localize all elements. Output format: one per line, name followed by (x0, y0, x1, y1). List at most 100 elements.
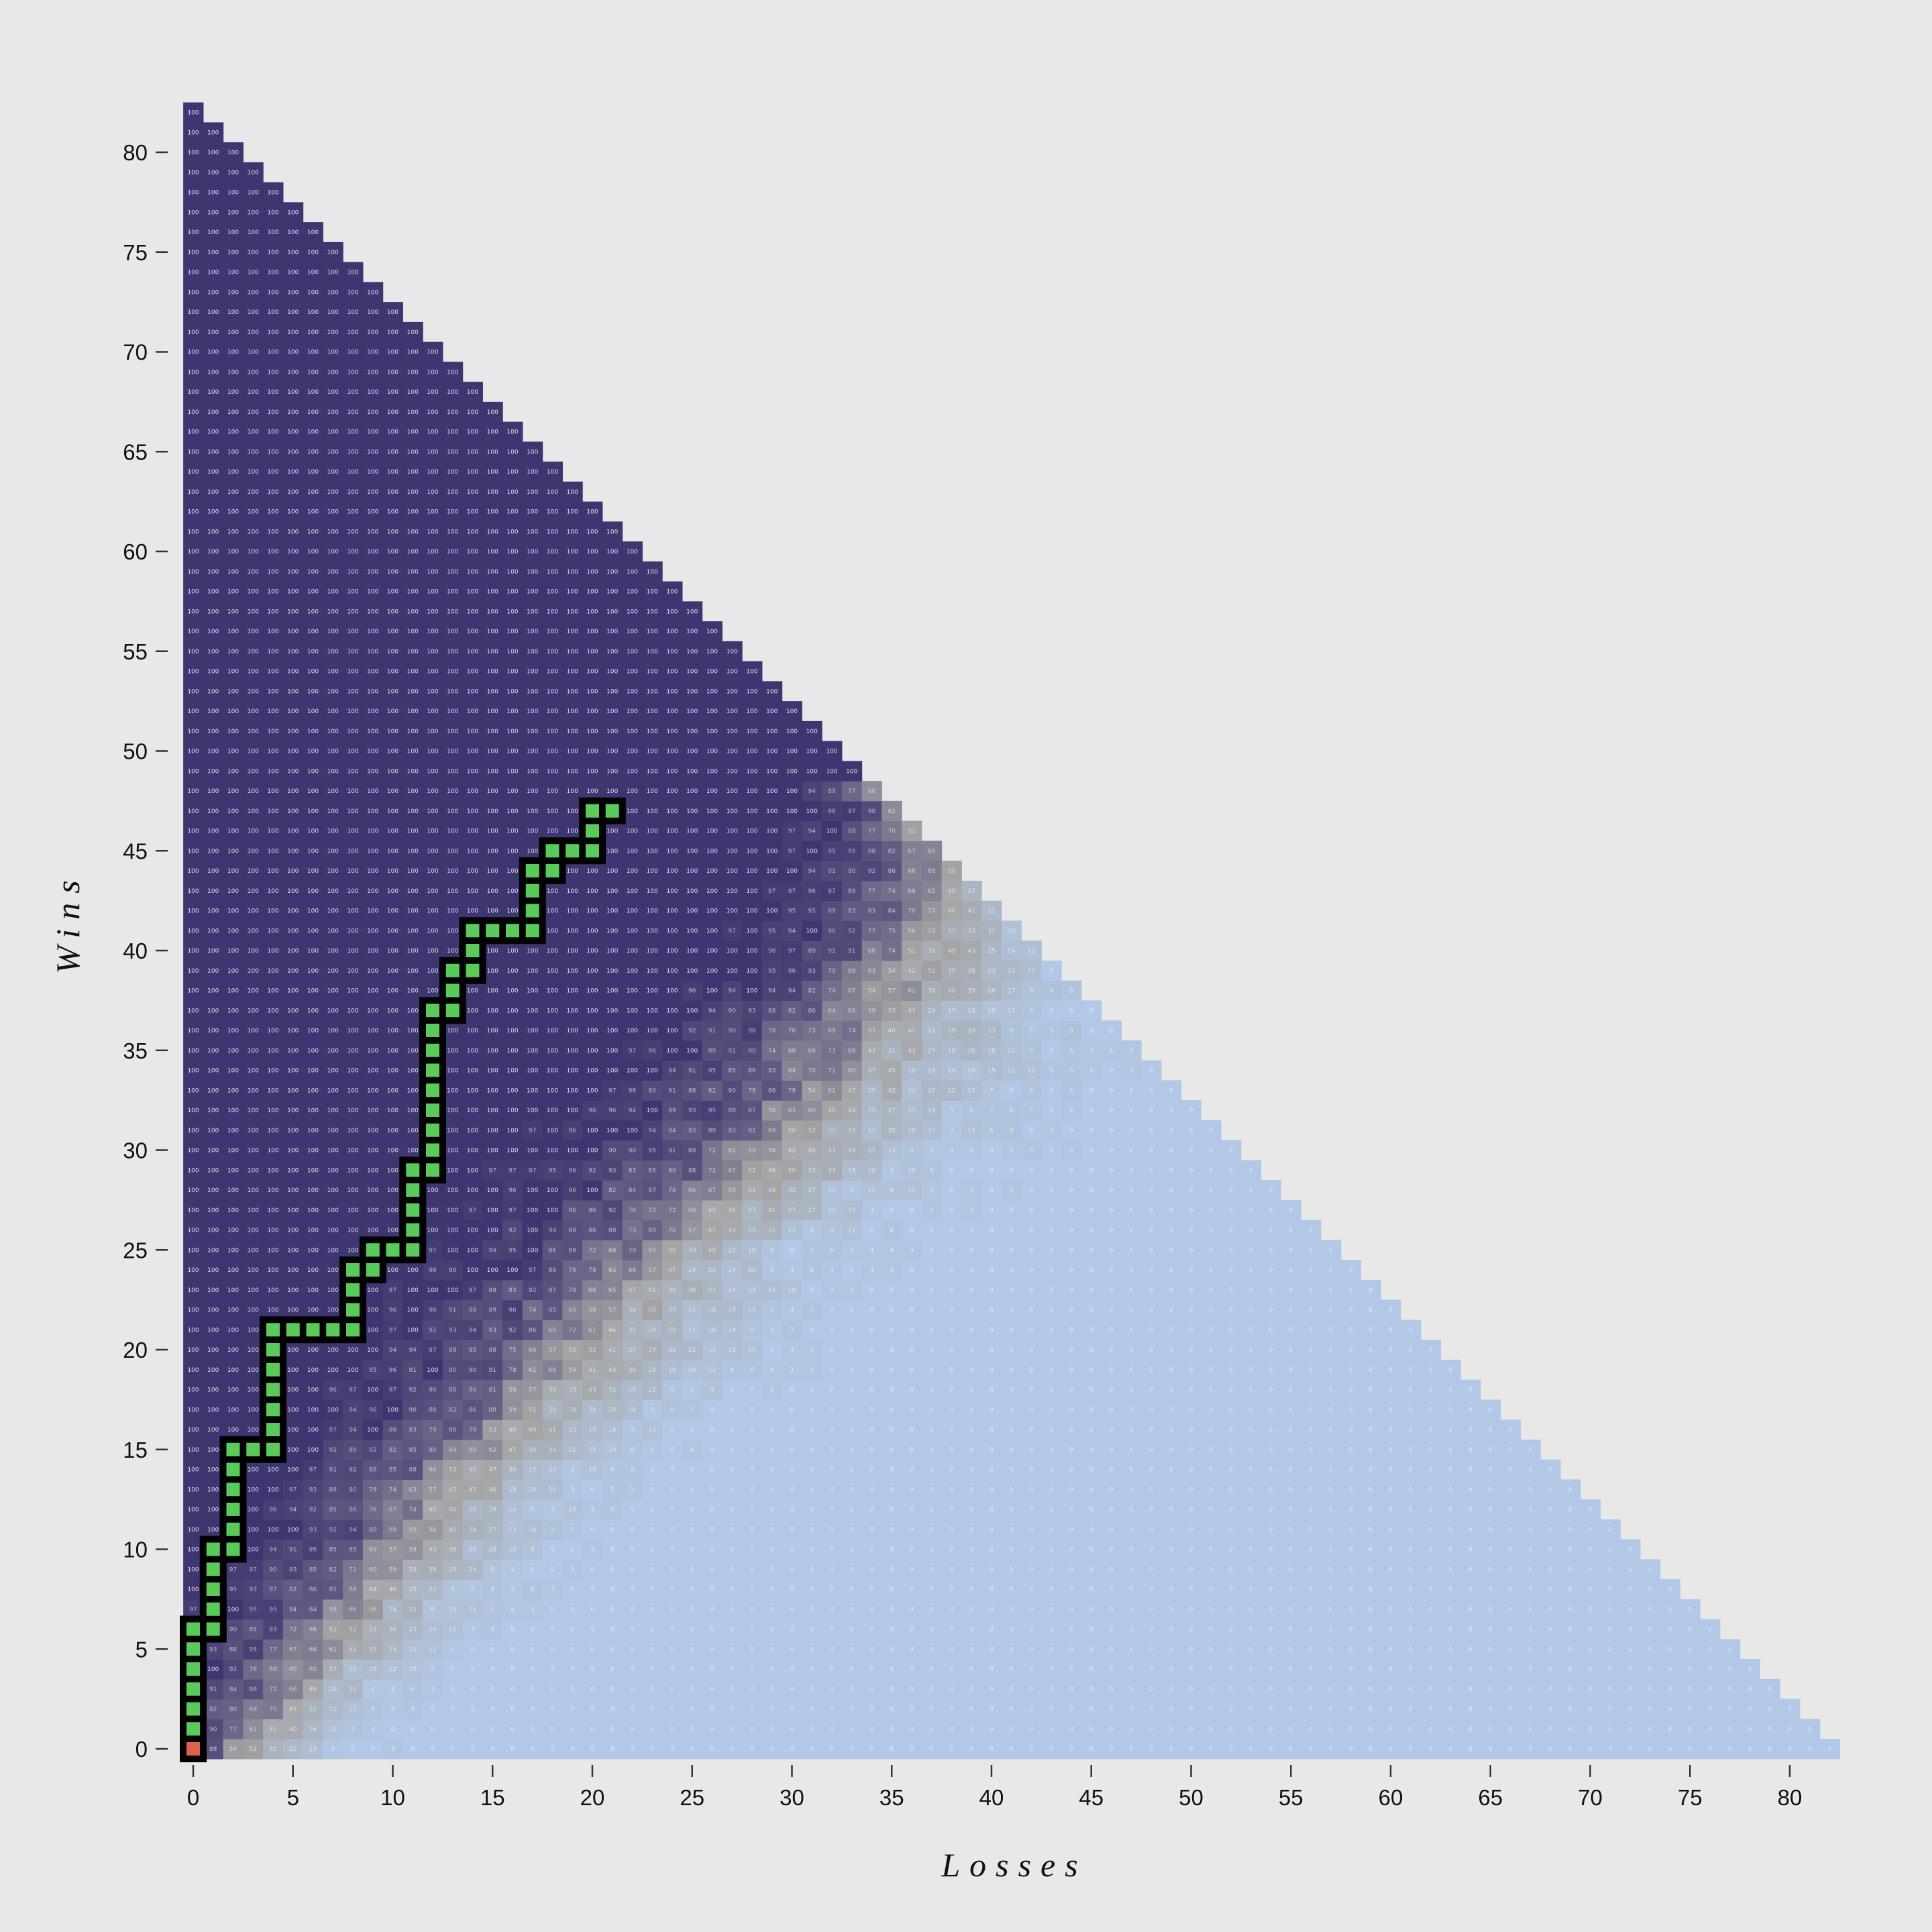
cell-value-label: 0 (1309, 1527, 1313, 1534)
cell-value-label: 0 (1349, 1607, 1353, 1613)
heatmap-cell (282, 1678, 304, 1700)
cell-value-label: 59 (748, 1148, 756, 1155)
cell-value-label: 0 (730, 1407, 734, 1413)
cell-value-label: 0 (830, 1307, 834, 1314)
cell-value-label: 100 (567, 1108, 578, 1114)
cell-value-label: 0 (1409, 1686, 1413, 1693)
cell-value-label: 0 (710, 1467, 714, 1474)
cell-value-label: 4 (770, 1367, 774, 1374)
cell-value-label: 32 (788, 1187, 796, 1194)
cell-value-label: 44 (748, 1187, 756, 1194)
cell-value-label: 0 (1110, 1627, 1114, 1633)
cell-value-label: 0 (1329, 1587, 1333, 1593)
cell-value-label: 27 (748, 1208, 755, 1214)
cell-value-label: 0 (989, 1587, 994, 1593)
cell-value-label: 0 (1548, 1627, 1552, 1633)
cell-value-label: 100 (248, 1128, 259, 1134)
cell-value-label: 0 (910, 1507, 914, 1513)
heatmap-cell (482, 1739, 503, 1760)
cell-value-label: 0 (810, 1627, 814, 1633)
cell-value-label: 100 (447, 1247, 458, 1254)
cell-value-label: 7 (989, 1108, 994, 1114)
cell-value-label: 0 (870, 1627, 874, 1633)
heatmap-cell (1101, 1739, 1122, 1760)
cell-value-label: 0 (1509, 1487, 1513, 1493)
cell-value-label: 5 (431, 1666, 435, 1673)
heatmap-cell (562, 1639, 583, 1660)
heatmap-cell (1420, 1699, 1441, 1719)
cell-value-label: 0 (969, 1507, 973, 1513)
cell-value-label: 0 (1069, 1167, 1073, 1174)
cell-value-label: 0 (770, 1646, 774, 1653)
cell-value-label: 100 (467, 1068, 478, 1075)
cell-value-label: 0 (1129, 1527, 1133, 1534)
cell-value-label: 53 (868, 1028, 875, 1034)
cell-value-label: 0 (1049, 1607, 1053, 1613)
cell-value-label: 0 (1768, 1686, 1772, 1693)
cell-value-label: 0 (850, 1507, 854, 1513)
heatmap-cell (1600, 1659, 1621, 1680)
cell-value-label: 94 (349, 1407, 357, 1413)
cell-value-label: 0 (1368, 1607, 1373, 1613)
cell-value-label: 0 (810, 1407, 814, 1413)
cell-value-label: 96 (688, 988, 696, 995)
cell-value-label: 0 (1249, 1566, 1253, 1573)
cell-value-label: 0 (1429, 1547, 1433, 1554)
cell-value-label: 41 (269, 1726, 276, 1733)
cell-value-label: 52 (449, 1467, 456, 1474)
cell-value-label: 100 (527, 1068, 538, 1075)
cell-value-label: 0 (1368, 1566, 1373, 1573)
cell-value-label: 0 (790, 1666, 794, 1673)
cell-value-label: 100 (267, 1287, 278, 1294)
cell-value-label: 0 (1069, 1707, 1073, 1713)
heatmap-cell (582, 1699, 603, 1719)
cell-value-label: 3 (950, 1128, 954, 1134)
cell-value-label: 0 (1129, 1327, 1133, 1334)
cell-value-label: 5 (471, 1587, 475, 1593)
cell-value-label: 100 (606, 1068, 618, 1075)
cell-value-label: 100 (267, 1187, 278, 1194)
cell-value-label: 0 (1030, 1566, 1034, 1573)
heatmap-cell (841, 1719, 863, 1739)
cell-value-label: 0 (1289, 1487, 1293, 1493)
cell-value-label: 66 (309, 1627, 317, 1633)
cell-value-label: 9 (1030, 988, 1034, 995)
cell-value-label: 0 (1030, 1666, 1034, 1673)
cell-value-label: 0 (1169, 1607, 1173, 1613)
cell-value-label: 68 (269, 1666, 277, 1673)
cell-value-label: 0 (1189, 1387, 1193, 1394)
cell-value-label: 0 (1548, 1467, 1552, 1474)
cell-value-label: 0 (750, 1527, 754, 1534)
cell-value-label: 25 (608, 1407, 616, 1413)
cell-value-label: 0 (1389, 1347, 1393, 1354)
heatmap-cell (362, 1639, 384, 1660)
cell-value-label: 6 (989, 1128, 994, 1134)
heatmap-cell (1121, 1739, 1142, 1760)
cell-value-label: 0 (1349, 1327, 1353, 1334)
cell-value-label: 0 (1509, 1646, 1513, 1653)
cell-value-label: 94 (668, 1068, 676, 1075)
cell-value-label: 10 (449, 1607, 457, 1613)
cell-value-label: 3 (890, 1167, 894, 1174)
heatmap-cell (382, 1639, 403, 1660)
heatmap-cell (662, 1678, 683, 1700)
cell-value-label: 13 (729, 1347, 736, 1354)
heatmap-cell (1640, 1739, 1661, 1760)
cell-value-label: 40 (948, 988, 956, 995)
cell-value-label: 0 (1089, 1707, 1093, 1713)
cell-value-label: 26 (309, 1726, 317, 1733)
cell-value-label: 0 (1329, 1707, 1333, 1713)
heatmap-cell (1340, 1699, 1361, 1719)
cell-value-label: 0 (1788, 1726, 1792, 1733)
heatmap-cell (1121, 1719, 1142, 1739)
cell-value-label: 0 (930, 1367, 934, 1374)
cell-value-label: 0 (910, 1547, 914, 1554)
cell-value-label: 0 (1568, 1726, 1572, 1733)
cell-value-label: 0 (830, 1427, 834, 1434)
cell-value-label: 7 (351, 1726, 355, 1733)
cell-value-label: 0 (690, 1726, 694, 1733)
cell-value-label: 0 (969, 1666, 973, 1673)
cell-value-label: 0 (890, 1746, 894, 1753)
cell-value-label: 0 (910, 1447, 914, 1454)
cell-value-label: 100 (567, 1048, 578, 1055)
